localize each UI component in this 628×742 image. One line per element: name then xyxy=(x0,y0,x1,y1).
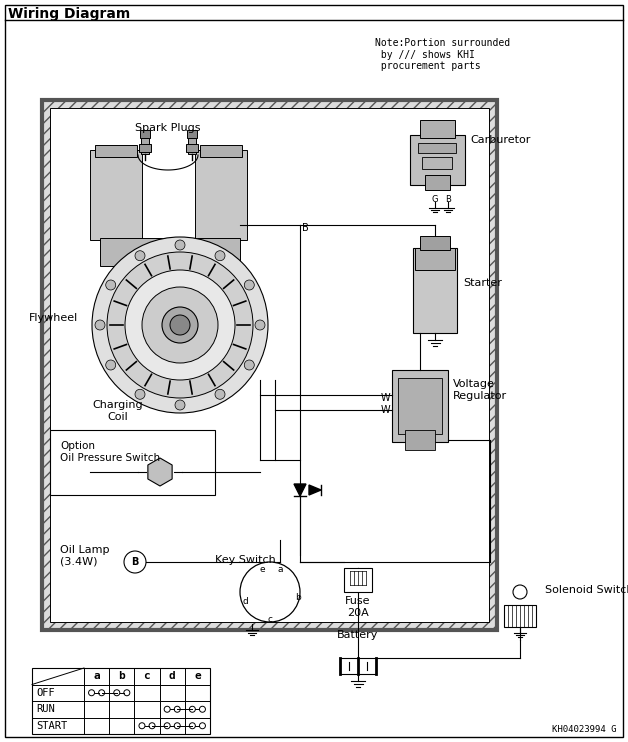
Text: RUN: RUN xyxy=(36,704,55,715)
Bar xyxy=(415,248,455,270)
Bar xyxy=(344,568,372,592)
Bar xyxy=(50,108,489,622)
Circle shape xyxy=(139,723,145,729)
Bar xyxy=(420,120,455,138)
Circle shape xyxy=(215,390,225,399)
Polygon shape xyxy=(294,484,306,496)
Bar xyxy=(140,130,150,138)
Circle shape xyxy=(215,251,225,260)
Bar xyxy=(187,130,197,138)
Circle shape xyxy=(125,270,235,380)
Text: START: START xyxy=(36,720,67,731)
Text: OFF: OFF xyxy=(36,688,55,697)
Circle shape xyxy=(124,690,130,696)
Text: Note:Portion surrounded
 by /// shows KHI
 procurement parts: Note:Portion surrounded by /// shows KHI… xyxy=(375,38,510,71)
Circle shape xyxy=(255,320,265,330)
Circle shape xyxy=(162,307,198,343)
Bar xyxy=(90,150,142,240)
Text: e: e xyxy=(259,565,265,574)
Polygon shape xyxy=(309,485,321,495)
Bar xyxy=(188,138,196,154)
Text: G: G xyxy=(432,195,438,204)
Bar xyxy=(32,668,210,734)
Text: e: e xyxy=(194,672,201,681)
Text: B: B xyxy=(131,557,139,567)
Circle shape xyxy=(124,551,146,573)
Text: d: d xyxy=(169,672,176,681)
Circle shape xyxy=(95,320,105,330)
Circle shape xyxy=(244,360,254,370)
Bar xyxy=(413,248,457,333)
Bar xyxy=(422,157,452,169)
Bar xyxy=(195,150,247,240)
Text: Oil Lamp
(3.4W): Oil Lamp (3.4W) xyxy=(60,545,109,567)
Circle shape xyxy=(164,706,170,712)
Circle shape xyxy=(190,706,195,712)
Text: a: a xyxy=(93,672,100,681)
Circle shape xyxy=(149,723,155,729)
Circle shape xyxy=(200,723,205,729)
Circle shape xyxy=(175,400,185,410)
Circle shape xyxy=(135,251,145,260)
Circle shape xyxy=(164,723,170,729)
Text: Option
Oil Pressure Switch: Option Oil Pressure Switch xyxy=(60,441,160,463)
Text: d: d xyxy=(242,597,248,606)
Bar xyxy=(100,238,240,266)
Bar xyxy=(504,605,536,627)
Text: W: W xyxy=(380,405,390,415)
Text: Flywheel: Flywheel xyxy=(29,313,78,323)
Circle shape xyxy=(170,315,190,335)
Bar xyxy=(42,100,497,630)
Bar xyxy=(141,138,149,154)
Circle shape xyxy=(175,240,185,250)
Circle shape xyxy=(99,690,105,696)
Bar xyxy=(95,145,137,157)
Text: Spark Plugs: Spark Plugs xyxy=(135,123,201,133)
Bar xyxy=(139,144,151,152)
Circle shape xyxy=(240,562,300,622)
Bar xyxy=(410,135,465,185)
Circle shape xyxy=(200,706,205,712)
Bar xyxy=(392,370,448,442)
Bar xyxy=(420,236,450,250)
Circle shape xyxy=(92,237,268,413)
Bar xyxy=(405,430,435,450)
Text: B: B xyxy=(445,195,451,204)
Text: Battery: Battery xyxy=(337,630,379,640)
Circle shape xyxy=(190,723,195,729)
Text: Solenoid Switch: Solenoid Switch xyxy=(545,585,628,595)
Circle shape xyxy=(244,280,254,290)
Circle shape xyxy=(106,280,116,290)
Circle shape xyxy=(107,252,253,398)
Text: Starter: Starter xyxy=(463,278,502,288)
Circle shape xyxy=(174,706,180,712)
Circle shape xyxy=(106,360,116,370)
Text: Fuse
20A: Fuse 20A xyxy=(345,596,371,617)
Text: KH04023994 G: KH04023994 G xyxy=(551,725,616,734)
Circle shape xyxy=(89,690,95,696)
Circle shape xyxy=(174,723,180,729)
Circle shape xyxy=(142,287,218,363)
Text: Wiring Diagram: Wiring Diagram xyxy=(8,7,130,21)
Text: Carburetor: Carburetor xyxy=(470,135,531,145)
Circle shape xyxy=(135,390,145,399)
Bar xyxy=(200,145,242,157)
Text: b: b xyxy=(119,672,125,681)
Text: B: B xyxy=(302,223,309,233)
Text: Charging
Coil: Charging Coil xyxy=(93,400,143,421)
Text: W: W xyxy=(380,393,390,403)
Text: c: c xyxy=(268,616,273,625)
Text: b: b xyxy=(295,593,301,602)
Text: a: a xyxy=(277,565,283,574)
Bar xyxy=(50,430,215,495)
Bar xyxy=(186,144,198,152)
Circle shape xyxy=(114,690,120,696)
Bar xyxy=(425,175,450,190)
Text: Voltage
Regulator: Voltage Regulator xyxy=(453,379,507,401)
Bar xyxy=(398,378,442,434)
Bar xyxy=(418,143,456,153)
Text: Key Switch: Key Switch xyxy=(215,555,276,565)
Text: c: c xyxy=(144,672,150,681)
